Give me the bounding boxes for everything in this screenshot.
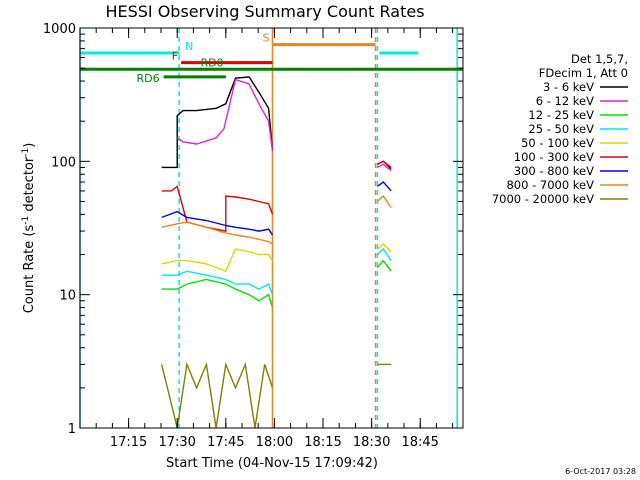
legend-entry-label: 3 - 6 keV	[543, 80, 594, 94]
legend-header-detectors: Det 1,5,7,	[571, 52, 628, 66]
legend-entry-label: 6 - 12 keV	[536, 94, 594, 108]
legend-entry-label: 50 - 100 keV	[521, 136, 594, 150]
series-line-4-seg-0	[161, 248, 274, 273]
series-line-6-seg-1	[377, 181, 392, 192]
x-tick-label: 18:15	[304, 435, 341, 450]
series-line-2-seg-0	[161, 278, 274, 308]
x-tick-label: 17:45	[207, 435, 244, 450]
x-axis-label: Start Time (04-Nov-15 17:09:42)	[166, 456, 378, 471]
legend-entry-label: 25 - 50 keV	[528, 122, 594, 136]
flag-label-s: S	[262, 32, 269, 45]
series-line-5-seg-1	[377, 160, 392, 168]
series-line-7-seg-1	[377, 194, 392, 208]
footer-date: 6-Oct-2017 03:28	[565, 467, 636, 476]
legend-entry-label: 300 - 800 keV	[514, 164, 594, 178]
legend-entry-label: 100 - 300 keV	[514, 150, 594, 164]
legend-entry-label: 800 - 7000 keV	[506, 178, 594, 192]
y-axis-label: Count Rate (s-1 detector-1)	[21, 143, 37, 314]
y-tick-label: 10	[59, 289, 76, 304]
legend-entry-label: 7000 - 20000 keV	[492, 192, 594, 206]
series-line-8-seg-0	[161, 361, 274, 429]
chart-title: HESSI Observing Summary Count Rates	[105, 2, 424, 21]
x-tick-label: 18:30	[353, 435, 390, 450]
series-line-1-seg-0	[176, 78, 274, 151]
plot-frame	[79, 27, 464, 429]
series-line-4-seg-1	[377, 243, 392, 253]
plot-layer: N S F RD0 RD6	[79, 28, 463, 429]
x-tick-label: 18:00	[256, 435, 293, 450]
legend-header-decim: FDecim 1, Att 0	[539, 66, 628, 80]
axis-layer: 1 10 100 1000 17:15 17:30 17:45 18:00 18:15 18:30…	[43, 22, 463, 450]
y-tick-label: 1000	[43, 22, 76, 37]
x-tick-label: 18:45	[401, 435, 438, 450]
series-line-7-seg-0	[161, 221, 273, 245]
x-tick-label: 17:15	[110, 435, 147, 450]
series-line-3-seg-0	[161, 270, 274, 295]
flag-label-f: F	[172, 50, 178, 63]
series-line-1-seg-1	[377, 163, 392, 172]
series-line-3-seg-1	[377, 247, 392, 261]
series-line-0-seg-0	[161, 76, 274, 169]
series-line-5-seg-0	[161, 185, 274, 232]
series-line-2-seg-1	[376, 259, 392, 272]
y-tick-label: 1	[68, 422, 76, 437]
legend-entry-label: 12 - 25 keV	[528, 108, 594, 122]
series-line-6-seg-0	[161, 210, 274, 236]
flag-label-rd6: RD6	[136, 72, 159, 85]
flag-label-n: N	[185, 40, 193, 53]
y-tick-label: 100	[51, 155, 76, 170]
flag-label-rd0: RD0	[201, 56, 224, 69]
x-tick-label: 17:30	[158, 435, 195, 450]
